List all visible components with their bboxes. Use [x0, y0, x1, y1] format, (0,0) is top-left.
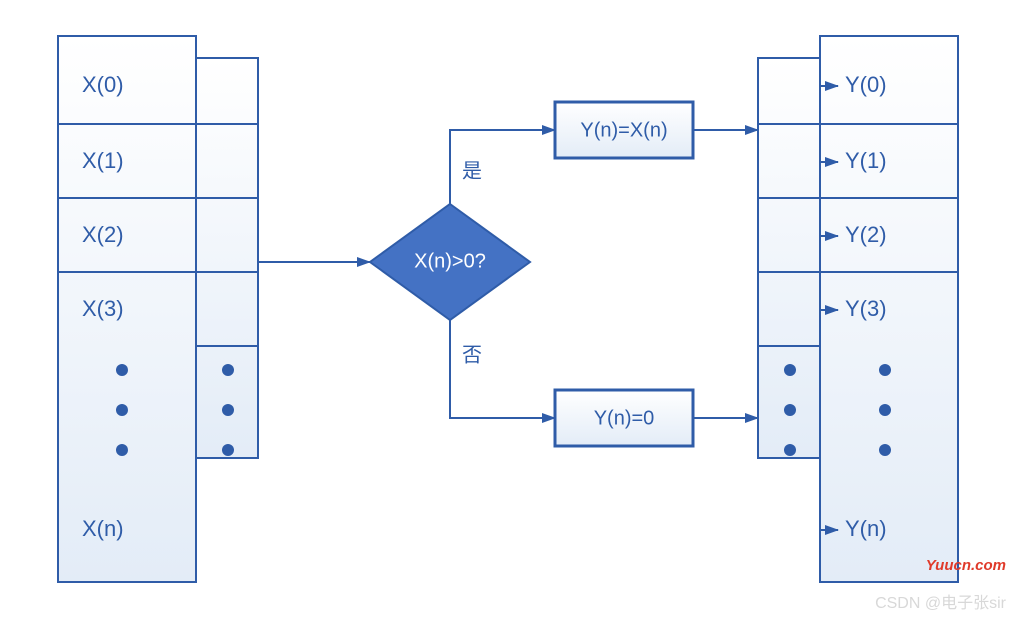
right-array-dot: [879, 364, 891, 376]
left-array-outer: [58, 36, 196, 582]
process-false-label: Y(n)=0: [594, 407, 655, 429]
watermark-csdn: CSDN @电子张sir: [875, 594, 1007, 612]
process-true-label: Y(n)=X(n): [580, 119, 667, 141]
left-array-item-1: X(1): [82, 148, 124, 173]
left-array-dot: [116, 404, 128, 416]
left-stack-outer: [196, 58, 258, 458]
right-stack-dot: [784, 404, 796, 416]
right-array-item-n: Y(n): [845, 516, 887, 541]
right-stack-outer: [758, 58, 820, 458]
edges: [258, 86, 838, 530]
right-array-outer: [820, 36, 958, 582]
branch-false-label: 否: [462, 344, 482, 366]
left-stack: [196, 58, 258, 458]
left-stack-dot: [222, 364, 234, 376]
right-stack-dot: [784, 364, 796, 376]
left-array-dot: [116, 444, 128, 456]
right-array-dot: [879, 404, 891, 416]
edge-decision-false: [450, 320, 555, 418]
right-stack: [758, 58, 820, 458]
process-false: Y(n)=0: [555, 390, 693, 446]
right-array-item-0: Y(0): [845, 72, 887, 97]
watermark-yuucn: Yuucn.com: [926, 557, 1006, 574]
right-array-item-3: Y(3): [845, 296, 887, 321]
branch-true-label: 是: [462, 160, 482, 182]
left-array-item-3: X(3): [82, 296, 124, 321]
right-array-dot: [879, 444, 891, 456]
right-array-item-2: Y(2): [845, 222, 887, 247]
right-stack-dot: [784, 444, 796, 456]
right-array: Y(0) Y(1) Y(2) Y(3) Y(n): [820, 36, 958, 582]
left-array-item-2: X(2): [82, 222, 124, 247]
left-stack-dot: [222, 404, 234, 416]
decision-label: X(n)>0?: [414, 250, 486, 272]
decision-node: X(n)>0?: [370, 204, 530, 320]
left-array-item-n: X(n): [82, 516, 124, 541]
right-array-item-1: Y(1): [845, 148, 887, 173]
process-true: Y(n)=X(n): [555, 102, 693, 158]
left-array: X(0) X(1) X(2) X(3) X(n): [58, 36, 196, 582]
left-array-item-0: X(0): [82, 72, 124, 97]
left-array-dot: [116, 364, 128, 376]
left-stack-dot: [222, 444, 234, 456]
